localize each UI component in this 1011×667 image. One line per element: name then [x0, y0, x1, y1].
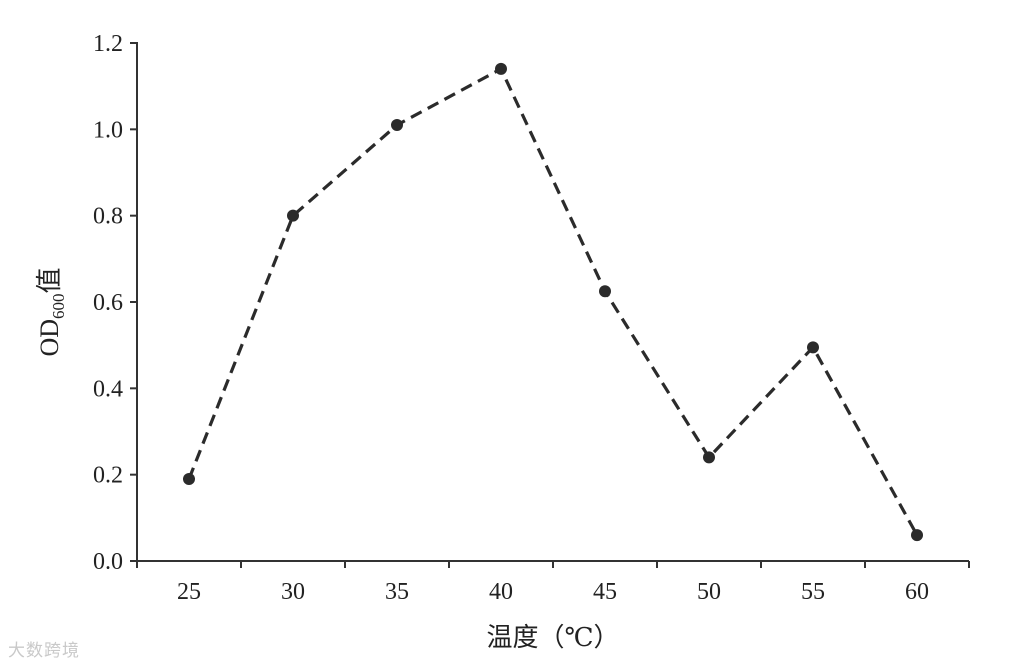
y-axis-title-main: OD: [35, 319, 64, 357]
series-path: [187, 67, 919, 536]
data-point: [495, 62, 507, 75]
watermark-text: 大数跨境: [8, 641, 80, 661]
y-tick-label: 0.8: [93, 204, 123, 230]
x-tick-label: 50: [697, 579, 721, 605]
x-tick-label: 60: [905, 579, 929, 605]
data-point: [703, 451, 715, 464]
x-tick-label: 35: [385, 579, 409, 605]
y-tick-label: 0.0: [93, 549, 123, 575]
y-tick-label: 0.4: [93, 376, 123, 402]
series-line: [183, 62, 923, 542]
y-tick-label: 0.2: [93, 463, 123, 489]
data-point: [599, 285, 611, 298]
y-axis-title-sub: 600: [49, 293, 68, 319]
y-tick-label: 0.6: [93, 290, 123, 316]
y-tick-label: 1.2: [93, 31, 123, 57]
x-tick-label: 25: [177, 579, 201, 605]
x-axis: 25 30 35 40 45 50 55 60: [136, 560, 970, 605]
data-point: [911, 529, 923, 542]
y-tick-label: 1.0: [93, 117, 123, 143]
data-point: [183, 472, 195, 485]
data-point: [287, 209, 299, 222]
x-tick-label: 55: [801, 579, 825, 605]
x-tick-label: 45: [593, 579, 617, 605]
y-axis-title: OD600值: [35, 267, 68, 356]
x-axis-title: 温度（℃）: [486, 623, 619, 652]
x-tick-label: 30: [281, 579, 305, 605]
data-point: [807, 341, 819, 354]
x-tick-label: 40: [489, 579, 513, 605]
y-axis-title-suffix: 值: [35, 267, 64, 293]
y-axis: 0.0 0.2 0.4 0.6 0.8 1.0 1.2: [93, 31, 138, 575]
data-point: [391, 119, 403, 132]
